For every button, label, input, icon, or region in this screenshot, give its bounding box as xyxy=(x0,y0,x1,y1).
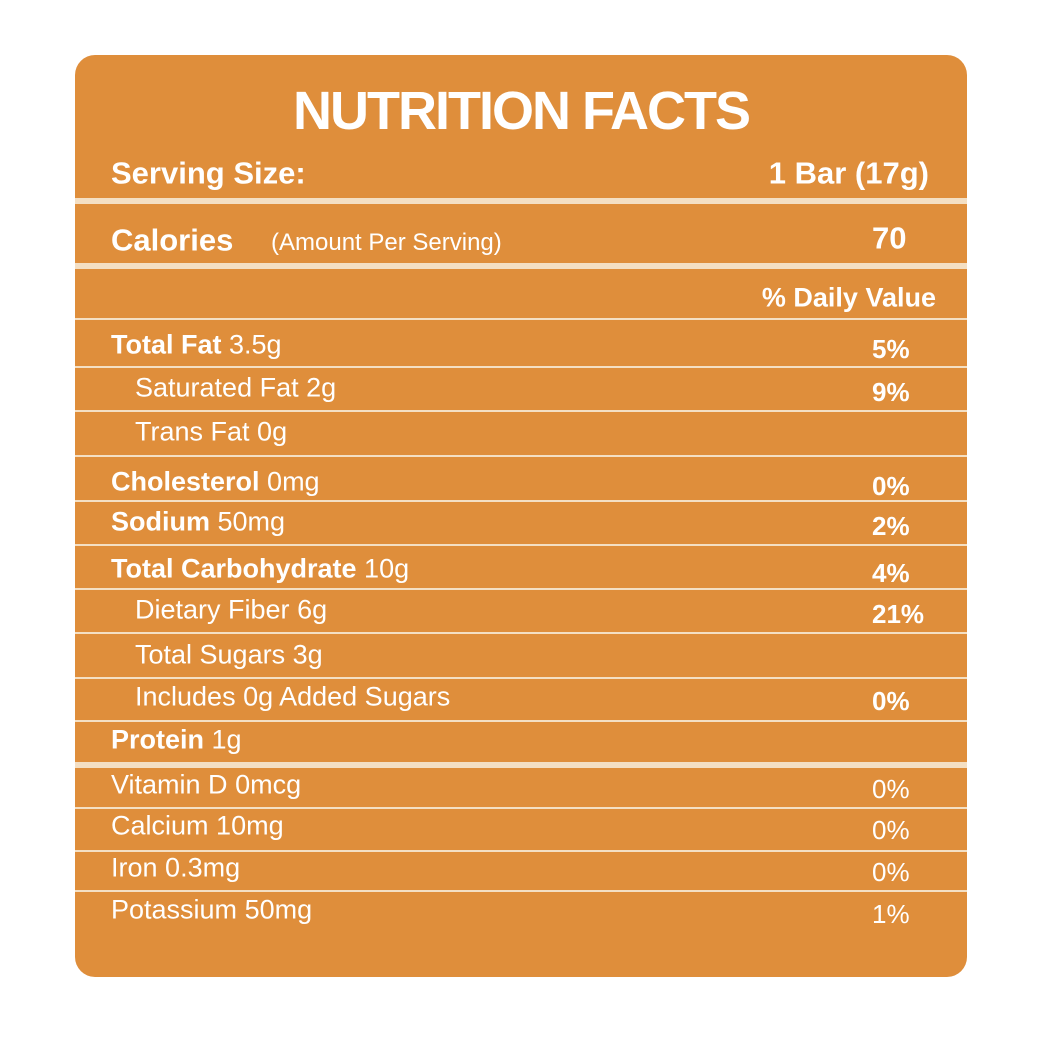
nutrient-row: Total Sugars 3g xyxy=(135,639,323,670)
nutrient-name: Includes 0g Added Sugars xyxy=(135,681,451,712)
divider xyxy=(75,807,967,809)
nutrient-row: Iron 0.3mg xyxy=(111,852,241,883)
daily-value: 0% xyxy=(872,857,910,887)
daily-value: 4% xyxy=(872,558,910,588)
title: NUTRITION FACTS xyxy=(293,81,751,141)
nutrient-row: Total Carbohydrate 10g xyxy=(111,553,410,584)
calories-label: Calories xyxy=(111,222,234,258)
nutrient-name: Vitamin D xyxy=(111,769,228,800)
nutrient-name: Iron xyxy=(111,852,158,883)
divider xyxy=(75,198,967,204)
nutrient-row: Dietary Fiber 6g xyxy=(135,594,328,625)
nutrient-name: Sodium xyxy=(111,506,210,537)
nutrient-amount: 3g xyxy=(292,639,323,670)
nutrient-amount: 50mg xyxy=(217,506,286,537)
nutrient-amount: 10mg xyxy=(216,810,284,841)
daily-value: 5% xyxy=(872,334,910,364)
nutrient-amount: 0mg xyxy=(267,466,320,497)
divider xyxy=(75,410,967,412)
divider xyxy=(75,500,967,502)
nutrient-row: Vitamin D 0mcg xyxy=(111,769,302,800)
nutrient-amount: 1g xyxy=(211,724,242,755)
nutrition-panel: NUTRITION FACTS Serving Size: 1 Bar (17g… xyxy=(75,55,967,977)
daily-value: 21% xyxy=(872,599,925,629)
nutrient-amount: 0g xyxy=(257,416,288,447)
divider xyxy=(75,263,967,269)
serving-label: Serving Size: xyxy=(111,155,306,191)
nutrient-name: Total Carbohydrate xyxy=(111,553,357,584)
nutrient-row: Includes 0g Added Sugars xyxy=(135,681,451,712)
nutrient-row: Saturated Fat 2g xyxy=(135,372,337,403)
nutrient-name: Saturated Fat xyxy=(135,372,299,403)
daily-value: 1% xyxy=(872,899,910,929)
divider xyxy=(75,632,967,634)
daily-value: 0% xyxy=(872,815,910,845)
divider xyxy=(75,588,967,590)
divider xyxy=(75,890,967,892)
nutrient-amount: 10g xyxy=(364,553,410,584)
calories-note: (Amount Per Serving) xyxy=(271,229,502,256)
nutrient-name: Cholesterol xyxy=(111,466,260,497)
daily-value: 0% xyxy=(872,686,910,716)
nutrient-amount: 6g xyxy=(297,594,328,625)
nutrient-name: Total Sugars xyxy=(135,639,286,670)
divider xyxy=(75,720,967,722)
divider xyxy=(75,677,967,679)
serving-value: 1 Bar (17g) xyxy=(768,155,929,191)
nutrient-row: Cholesterol 0mg xyxy=(111,466,320,497)
nutrient-name: Dietary Fiber xyxy=(135,594,290,625)
divider xyxy=(75,366,967,368)
nutrient-row: Total Fat 3.5g xyxy=(111,329,282,360)
divider xyxy=(75,455,967,457)
daily-value: 9% xyxy=(872,377,910,407)
nutrient-name: Total Fat xyxy=(111,329,222,360)
daily-value: 2% xyxy=(872,511,910,541)
divider xyxy=(75,762,967,768)
nutrient-row: Sodium 50mg xyxy=(111,506,286,537)
calories-value: 70 xyxy=(872,220,907,256)
nutrient-row: Calcium 10mg xyxy=(111,810,284,841)
dv-header: % Daily Value xyxy=(761,282,936,313)
divider xyxy=(75,544,967,546)
nutrient-name: Trans Fat xyxy=(135,416,250,447)
daily-value: 0% xyxy=(872,471,910,501)
nutrient-amount: 50mg xyxy=(244,894,313,925)
divider xyxy=(75,318,967,320)
nutrient-amount: 3.5g xyxy=(229,329,282,360)
nutrient-row: Trans Fat 0g xyxy=(135,416,288,447)
nutrient-name: Protein xyxy=(111,724,205,755)
nutrient-amount: 0.3mg xyxy=(165,852,241,883)
nutrient-row: Protein 1g xyxy=(111,724,242,755)
divider xyxy=(75,850,967,852)
nutrient-name: Potassium xyxy=(111,894,238,925)
daily-value: 0% xyxy=(872,774,910,804)
nutrient-row: Potassium 50mg xyxy=(111,894,313,925)
nutrient-name: Calcium xyxy=(111,810,209,841)
nutrient-amount: 0mcg xyxy=(235,769,302,800)
nutrient-amount: 2g xyxy=(306,372,337,403)
